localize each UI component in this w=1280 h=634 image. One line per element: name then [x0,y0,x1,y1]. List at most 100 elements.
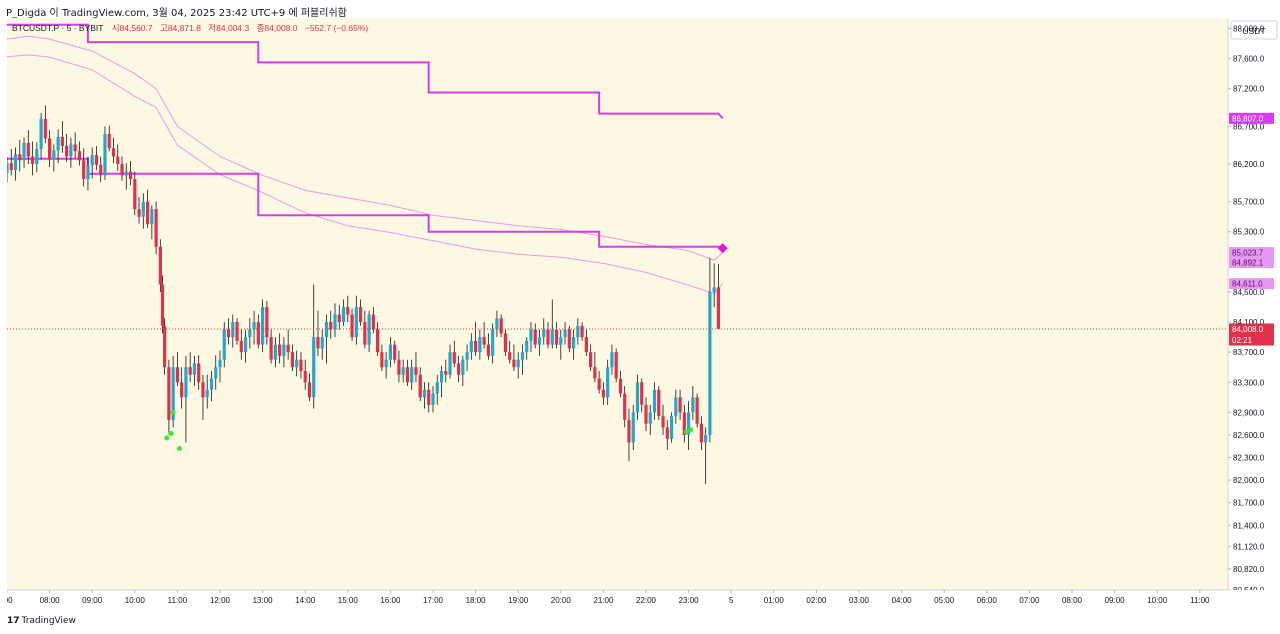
candle [154,201,158,255]
candle-body [303,370,307,383]
candle [120,156,124,181]
price-axis[interactable]: USDT 88,000.087,600.087,200.086,700.086,… [1227,18,1280,608]
candle [529,322,533,353]
candle-body [248,329,252,338]
y-tick-label: 87,200.0 [1233,85,1265,94]
candle [546,322,550,349]
candle [422,382,427,409]
candle-body [278,344,282,356]
candle-body [469,340,473,353]
candle-body [589,352,593,368]
candle-body [652,389,657,413]
candle [56,129,60,164]
candle-body [107,133,111,149]
x-tick-label: 18:00 [466,596,487,605]
price-label-bg [1229,112,1274,124]
time-axis[interactable]: :00 08:00 09:00 10:00 11:00 12:00 13:00 14:00 15… [1,589,1280,608]
x-tick: 20:00 [551,590,571,605]
candle-body [584,337,588,353]
candle [601,382,605,405]
publish-info-text: P_Digda 이 TradingView.com, 3월 04, 2025 2… [6,8,347,19]
y-tick: 82,900.0 [1228,408,1265,417]
candle-body [184,367,188,398]
candle [640,378,644,413]
y-tick-label: 84,100.0 [1233,318,1265,327]
x-tick: 11:00 [168,590,188,605]
candle [226,318,231,345]
price-axis-background[interactable] [1228,18,1280,608]
candle-body [133,179,137,210]
legend-low: 84,004.3 [216,23,249,33]
candle [610,344,614,375]
x-tick: 06:00 [977,590,997,605]
candlestick-chart[interactable]: BTCUSDT.P · 5 · BYBIT 시84,560.7 고84,871.… [1,18,1280,608]
candle [456,355,461,383]
candle-body [307,382,312,398]
tradingview-logo[interactable]: 17 TradingView [7,616,76,626]
candle-body [593,367,597,379]
x-tick: 19:00 [508,590,529,605]
candle-body [516,359,520,368]
candle [559,329,563,360]
x-tick: 21:00 [593,590,614,605]
candle-body [614,352,618,379]
plot-background[interactable] [7,18,1228,590]
candle-body [295,359,299,368]
candle-body [486,344,490,356]
candle [124,163,128,190]
candle [180,367,184,409]
candle [674,389,678,424]
candle-body [320,337,324,349]
price-label-bg [1229,256,1274,268]
x-tick-label: 23:00 [679,596,700,605]
candle [286,329,290,360]
candle-body [243,337,248,353]
y-tick-label: 82,600.0 [1233,431,1265,440]
candle-body [239,340,243,353]
legend-high-label: 고 [160,23,168,33]
candle [708,258,712,443]
time-axis-background[interactable] [7,590,1280,608]
candle [554,322,559,349]
candle-body [9,163,13,171]
candle-body [137,209,141,217]
candle [65,133,69,162]
y-tick-label: 88,000.0 [1233,25,1265,34]
candle [337,304,341,330]
candle-body [201,382,205,398]
candle [103,126,107,180]
candle-body [542,329,546,338]
x-tick: 23:00 [679,590,700,605]
candle [299,352,303,379]
candle-body [695,397,699,424]
brand-name: TradingView [21,616,76,626]
candle [192,355,197,387]
chart-area[interactable]: BTCUSDT.P · 5 · BYBIT 시84,560.7 고84,871.… [1,18,1280,608]
candle [499,314,503,338]
candle [384,352,388,379]
candle [380,344,384,371]
candle-body [520,352,525,360]
price-label-bg [1229,247,1274,259]
y-tick-label: 82,900.0 [1233,408,1265,417]
candle-body [665,427,669,439]
candle [367,310,371,353]
candle [77,141,82,166]
candle-body [158,246,162,285]
candle-body [503,333,508,353]
candle-body [388,344,392,360]
candle-body [60,136,64,146]
candle [141,193,145,229]
candle-body [273,344,277,360]
currency-button[interactable] [1230,20,1278,40]
candle-body [269,337,273,360]
candle-body [90,154,94,166]
y-tick: 88,000.0 [1228,25,1265,34]
x-tick-label: 14:00 [295,596,316,605]
y-tick: 86,200.0 [1228,160,1265,169]
candle [482,322,486,349]
candle-body [644,404,648,424]
candle-body [618,378,623,394]
y-tick: 84,500.0 [1228,288,1265,297]
price-label-text: 84,892.1 [1232,258,1264,267]
